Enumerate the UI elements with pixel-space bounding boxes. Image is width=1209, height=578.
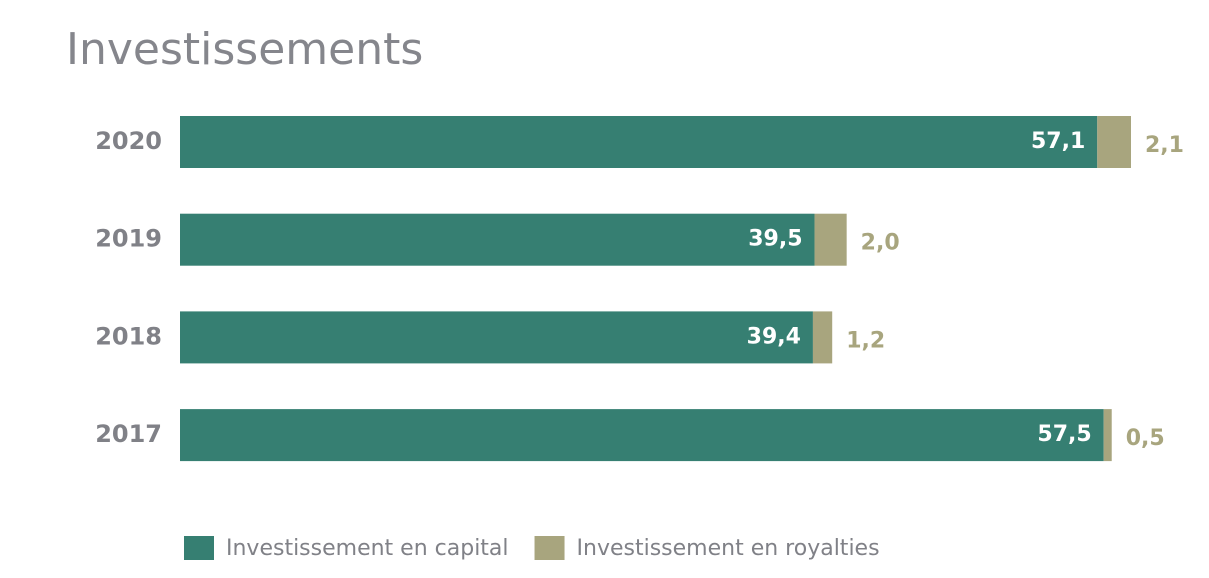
bar-segment xyxy=(814,213,847,266)
legend-label: Investissement en royalties xyxy=(577,536,880,561)
bar-segment xyxy=(1097,116,1131,168)
bar-segment xyxy=(812,311,833,364)
data-label: 57,1 xyxy=(1031,129,1085,154)
data-label: 0,5 xyxy=(1126,426,1165,451)
bar-segment xyxy=(180,116,1098,168)
data-label: 2,1 xyxy=(1145,133,1184,158)
data-label: 39,5 xyxy=(748,227,802,252)
y-tick-label: 2017 xyxy=(95,420,162,448)
legend-swatch xyxy=(534,536,565,560)
data-label: 39,4 xyxy=(747,324,801,349)
bar-segment xyxy=(180,213,815,266)
bar-segment xyxy=(180,311,813,364)
data-label: 2,0 xyxy=(861,231,900,256)
y-tick-label: 2020 xyxy=(95,127,162,155)
bar-segment xyxy=(180,409,1104,462)
y-tick-label: 2018 xyxy=(95,322,162,350)
data-label: 57,5 xyxy=(1037,422,1091,447)
bar-segment xyxy=(1103,409,1112,462)
legend-swatch xyxy=(184,536,214,560)
chart-title: Investissements xyxy=(66,24,423,75)
data-label: 1,2 xyxy=(846,328,885,353)
legend-label: Investissement en capital xyxy=(226,536,509,561)
y-tick-label: 2019 xyxy=(95,225,162,253)
